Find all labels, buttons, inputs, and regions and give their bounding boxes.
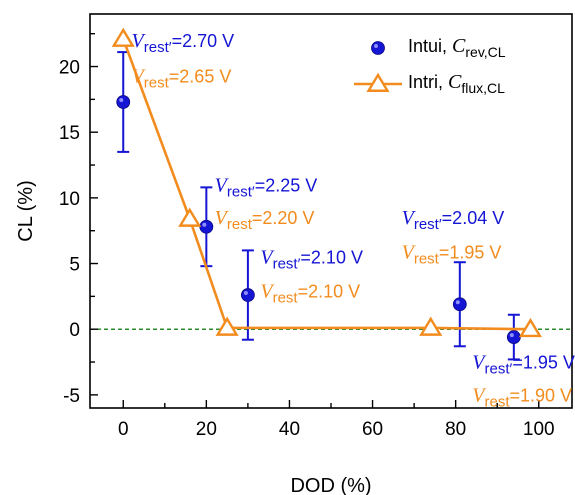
legend-marker-highlight [374, 44, 378, 48]
legend: Intui, Crev,CL Intri, Cflux,CL [354, 35, 506, 96]
legend-label-base: Intui, [408, 36, 452, 56]
annotation-variable: V [132, 30, 147, 52]
legend-label-variable: C [452, 35, 466, 57]
legend-label-subscript: flux,CL [461, 80, 505, 96]
legend-label-subscript: rev,CL [465, 44, 505, 60]
voltage-annotation: Vrest=1.90 V [472, 384, 572, 410]
annotation-value: =2.10 V [298, 282, 361, 302]
annotation-value: =2.65 V [169, 66, 232, 86]
y-tick-label: 15 [59, 123, 80, 144]
data-point [215, 316, 239, 336]
annotation-value: =1.95 V [512, 353, 575, 373]
annotation-value: =1.95 V [439, 242, 502, 262]
voltage-annotation: Vrest=2.65 V [132, 65, 232, 91]
data-point [518, 317, 543, 338]
data-point-highlight [119, 97, 124, 102]
series-layer [111, 27, 543, 361]
series-1 [116, 51, 521, 361]
voltage-annotation: Vrest′=2.25 V [215, 174, 318, 200]
data-point [199, 219, 214, 234]
annotation-subscript: rest [144, 74, 170, 91]
y-tick-label: 5 [69, 255, 80, 276]
annotation-subscript: rest′ [484, 361, 512, 378]
annotation-variable: V [260, 281, 275, 303]
voltage-annotation: Vrest′=2.10 V [260, 247, 363, 273]
voltage-annotation: Vrest′=1.95 V [472, 352, 575, 378]
data-point [116, 95, 131, 109]
annotation-variable: V [402, 241, 417, 263]
x-tick-label: 40 [279, 419, 300, 440]
annotation-subscript: rest [273, 290, 299, 307]
legend-label-variable: C [448, 71, 462, 93]
series-2 [111, 27, 543, 338]
x-tick-label: 60 [362, 419, 383, 440]
legend-label: Intri, Cflux,CL [408, 71, 505, 96]
x-tick-label: 20 [196, 419, 217, 440]
voltage-annotation: Vrest′=2.70 V [132, 30, 235, 56]
data-point [178, 207, 202, 227]
annotation-value: =2.25 V [255, 175, 318, 195]
annotation-subscript: rest [227, 216, 253, 233]
x-tick-label: 100 [523, 419, 555, 440]
annotation-subscript: rest′ [227, 183, 255, 200]
legend-label-base: Intri, [408, 72, 448, 92]
y-tick-label: 10 [59, 189, 80, 210]
data-point [506, 330, 521, 344]
data-point-highlight [243, 291, 248, 296]
annotation-subscript: rest′ [273, 256, 301, 273]
x-axis-title: DOD (%) [290, 475, 371, 495]
y-tick-label: 0 [69, 320, 80, 341]
annotation-variable: V [132, 65, 147, 87]
annotation-variable: V [472, 384, 487, 406]
annotation-variable: V [472, 352, 487, 374]
annotation-subscript: rest [484, 393, 510, 410]
x-tick-label: 0 [118, 419, 129, 440]
legend-marker-triangle [366, 72, 390, 92]
voltage-annotation: Vrest′=2.04 V [402, 207, 505, 233]
annotation-subscript: rest′ [144, 39, 172, 56]
annotation-value: =2.20 V [252, 208, 315, 228]
data-point-highlight [509, 333, 514, 338]
annotation-value: =2.04 V [442, 208, 505, 228]
x-tick-label: 80 [445, 419, 466, 440]
axes-layer: 0 20 40 60 80 100 -5 0 5 10 15 20 [59, 13, 573, 440]
data-point [452, 297, 467, 312]
data-point [240, 288, 255, 302]
y-axis-title: CL (%) [15, 180, 37, 241]
annotation-variable: V [215, 207, 230, 229]
annotation-subscript: rest′ [414, 216, 442, 233]
annotation-value: =1.90 V [510, 385, 573, 405]
y-tick-label: -5 [63, 386, 80, 407]
y-tick-label: 20 [59, 58, 80, 79]
legend-marker-circle [371, 41, 385, 55]
data-point-highlight [455, 300, 460, 305]
voltage-annotation: Vrest=1.95 V [402, 241, 502, 267]
voltage-annotation: Vrest=2.10 V [260, 281, 360, 307]
annotation-variable: V [215, 174, 230, 196]
annotation-value: =2.10 V [300, 248, 363, 268]
legend-label: Intui, Crev,CL [408, 35, 506, 60]
annotation-variable: V [260, 247, 275, 269]
data-point [419, 316, 443, 336]
annotation-value: =2.70 V [172, 31, 235, 51]
annotation-subscript: rest [414, 250, 440, 267]
data-point-highlight [202, 222, 207, 227]
voltage-annotation: Vrest=2.20 V [215, 207, 315, 233]
data-point [111, 27, 135, 47]
annotation-variable: V [402, 207, 417, 229]
